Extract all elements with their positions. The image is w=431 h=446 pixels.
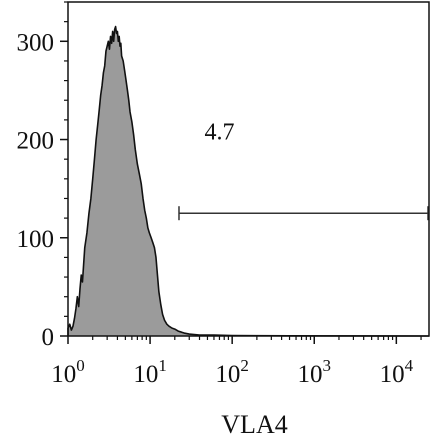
y-axis: 0 100 200 300 [17, 1, 68, 351]
y-tick-label: 300 [17, 29, 55, 56]
x-tick-label: 104 [380, 356, 414, 388]
x-tick-label-exponent: 1 [158, 356, 167, 375]
gate-percentage-label: 4.7 [204, 120, 234, 146]
x-tick-label: 102 [215, 356, 249, 388]
histogram-area [68, 26, 429, 337]
x-tick-label: 101 [133, 356, 167, 388]
plot-area [67, 25, 430, 337]
x-tick-label: 100 [51, 356, 85, 388]
y-tick-label: 0 [42, 324, 55, 351]
plot-frame [67, 1, 430, 337]
gate-marker: 4.7 [178, 120, 429, 221]
y-tick-label: 200 [17, 128, 55, 155]
x-tick-label-exponent: 2 [240, 356, 249, 375]
histogram-outline [67, 25, 430, 337]
x-axis: 100 101 102 103 104 [51, 336, 422, 388]
y-tick-label: 100 [17, 226, 55, 253]
x-tick-label-exponent: 3 [323, 356, 332, 375]
x-tick-label: 103 [298, 356, 332, 388]
x-axis-label: VLA4 [221, 410, 287, 439]
x-tick-label-exponent: 4 [405, 356, 414, 375]
x-tick-label-base: 10 [215, 361, 240, 388]
x-tick-label-exponent: 0 [76, 356, 85, 375]
x-tick-label-base: 10 [380, 361, 405, 388]
x-tick-label-base: 10 [133, 361, 158, 388]
x-tick-label-base: 10 [298, 361, 323, 388]
x-tick-label-base: 10 [51, 361, 76, 388]
